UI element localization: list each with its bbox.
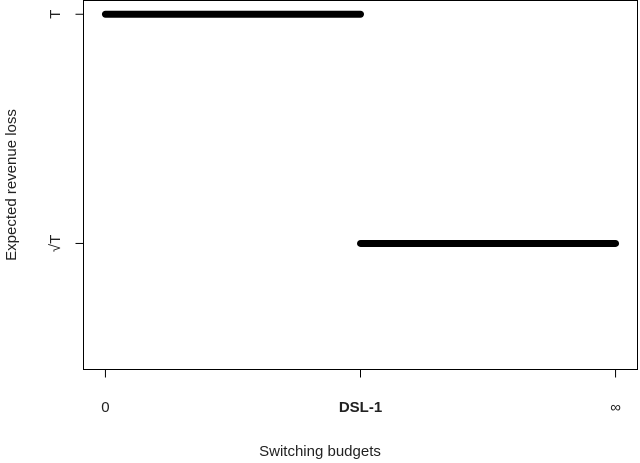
x-tick-label: DSL-1 bbox=[339, 399, 382, 416]
y-tick-label: T bbox=[47, 10, 64, 19]
x-axis-label: Switching budgets bbox=[259, 443, 381, 460]
x-tick-label: ∞ bbox=[610, 399, 621, 416]
plot-frame bbox=[83, 0, 638, 370]
x-tick-label: 0 bbox=[101, 399, 109, 416]
y-tick-label: √T bbox=[47, 235, 64, 252]
y-axis-label: Expected revenue loss bbox=[3, 109, 20, 261]
